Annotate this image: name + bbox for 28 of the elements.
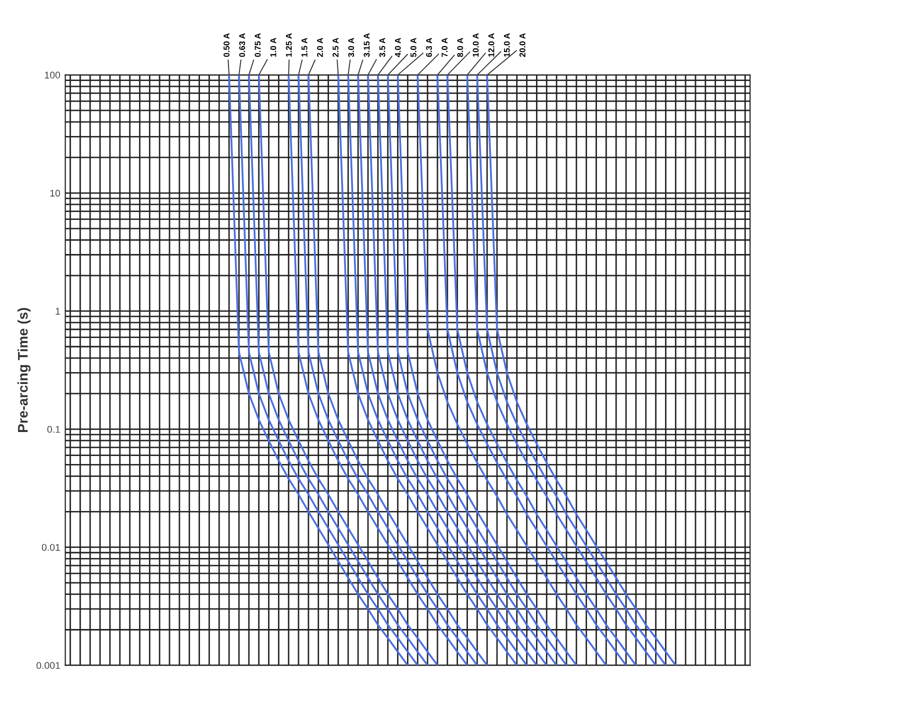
- text: 10.0 A: [472, 33, 479, 57]
- y-tick-label: 100: [44, 72, 60, 79]
- text: 6.3 A: [426, 38, 432, 57]
- y-axis-title: Pre-arcing Time (s): [18, 308, 31, 432]
- text: 0.50 A: [224, 33, 230, 57]
- text: 3.0 A: [348, 38, 354, 58]
- text: 0.63 A: [239, 33, 246, 57]
- text: 12.0 A: [488, 33, 494, 57]
- text: 15.0 A: [504, 33, 510, 57]
- line-series: [416, 74, 608, 666]
- text: 5.0 A: [410, 38, 416, 57]
- text: 8.0 A: [457, 38, 464, 57]
- text: 4.0 A: [394, 38, 401, 58]
- y-tick-label: 0.001: [36, 662, 60, 669]
- y-tick-label: 1: [56, 308, 60, 315]
- y-tick-label: 10: [50, 190, 60, 197]
- text: 3.5 A: [379, 38, 386, 58]
- y-tick-label: 0.1: [47, 426, 60, 433]
- text: 1.0 A: [270, 38, 276, 57]
- text: 20.0 A: [519, 33, 526, 57]
- text: 1.25 A: [286, 33, 292, 57]
- text: 7.0 A: [442, 38, 448, 57]
- text: 1.5 A: [302, 38, 308, 57]
- text: 2.5 A: [332, 38, 339, 57]
- text: 2.0 A: [317, 38, 323, 57]
- text: 3.15 A: [364, 33, 370, 58]
- text: 0.75 A: [254, 33, 261, 57]
- y-tick-label: 0.01: [42, 544, 60, 551]
